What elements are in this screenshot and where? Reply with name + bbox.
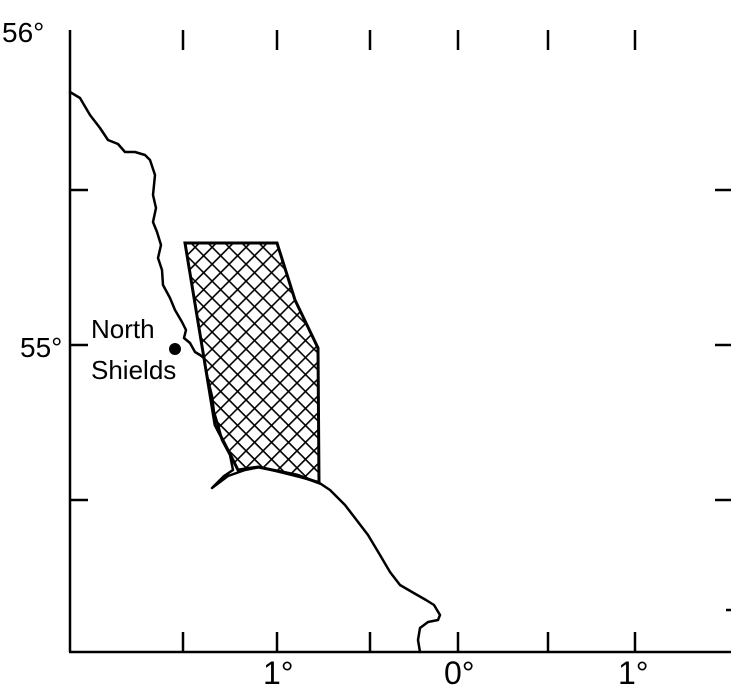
longitude-label-1-west: 1° xyxy=(263,655,294,687)
right-ticks xyxy=(715,188,731,612)
top-ticks xyxy=(181,30,637,50)
latitude-label-55: 55° xyxy=(20,332,62,363)
longitude-label-1-east: 1° xyxy=(618,655,649,687)
left-ticks xyxy=(70,188,88,502)
longitude-label-0: 0° xyxy=(444,655,475,687)
place-label-north: North xyxy=(91,314,155,344)
bottom-ticks xyxy=(181,632,637,652)
coastline xyxy=(68,90,442,654)
place-label-shields: Shields xyxy=(91,355,176,385)
latitude-label-56: 56° xyxy=(2,17,44,48)
map-frame xyxy=(68,30,731,654)
north-shields-marker xyxy=(169,343,181,355)
